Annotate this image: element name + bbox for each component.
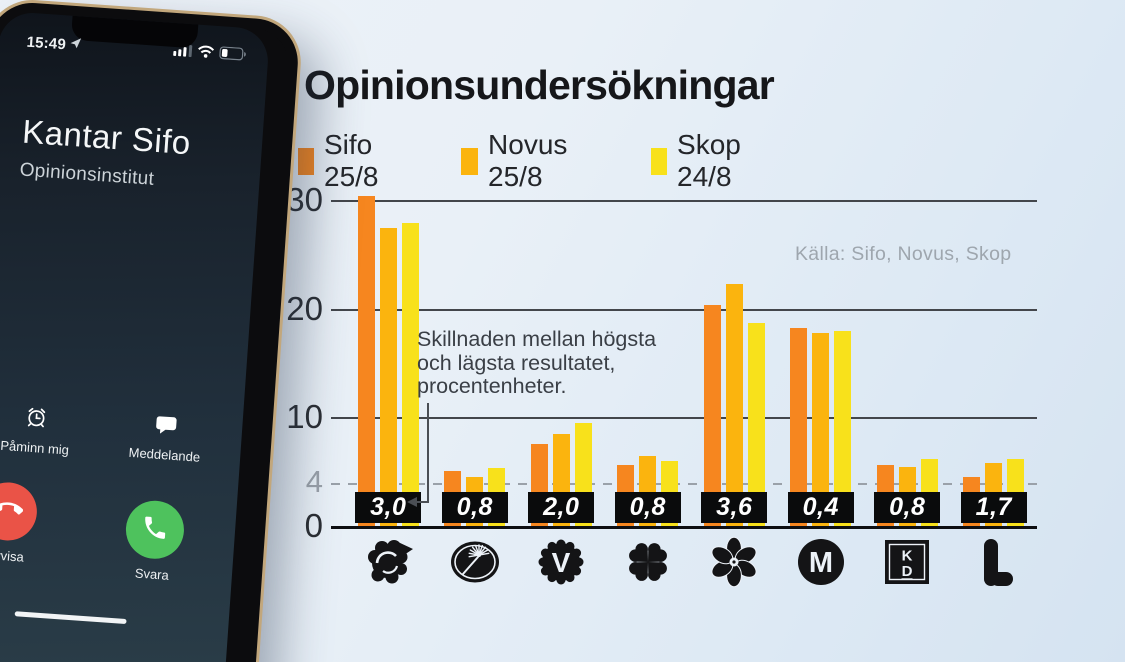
status-bar: 15:49 bbox=[0, 31, 269, 68]
answer-call-button[interactable] bbox=[123, 498, 186, 561]
y-axis-label-30: 30 bbox=[286, 181, 323, 218]
diff-badge-kd: 0,8 bbox=[874, 492, 941, 523]
legend-label: Sifo 25/8 bbox=[324, 129, 379, 192]
bar-s-skop bbox=[401, 222, 419, 527]
bar-sd-sifo bbox=[703, 305, 721, 527]
y-axis-label-0: 0 bbox=[304, 507, 323, 544]
phone: 15:49 Kantar Sifo Opinionsinstitut bbox=[0, 0, 301, 662]
wifi-icon bbox=[197, 45, 215, 64]
legend-swatch bbox=[461, 147, 479, 175]
v-flower-party-icon: V bbox=[535, 536, 587, 588]
legend-label: Skop 24/8 bbox=[677, 129, 741, 192]
alarm-clock-icon bbox=[25, 406, 49, 434]
diff-badge-l: 1,7 bbox=[960, 492, 1027, 523]
decline-call-button[interactable] bbox=[0, 480, 39, 543]
bar-sd-skop bbox=[747, 322, 765, 527]
annotation-arrow-line bbox=[416, 501, 429, 503]
annotation-line: och lägsta resultatet, bbox=[417, 350, 616, 375]
remind-me-button[interactable]: Påminn mig bbox=[0, 404, 72, 458]
diff-badge-s: 3,0 bbox=[355, 492, 422, 523]
message-button[interactable]: Meddelande bbox=[128, 413, 203, 467]
bar-group-sd bbox=[703, 283, 765, 527]
caller-subtitle: Opinionsinstitut bbox=[18, 159, 155, 190]
y-axis-label-20: 20 bbox=[286, 289, 323, 327]
speech-bubble-icon bbox=[154, 415, 178, 441]
svg-text:D: D bbox=[902, 563, 913, 580]
diff-badge-c: 0,8 bbox=[614, 492, 681, 523]
bar-sd-novus bbox=[725, 283, 743, 527]
svg-text:K: K bbox=[902, 548, 913, 565]
svg-text:V: V bbox=[552, 547, 571, 578]
bar-s-sifo bbox=[357, 195, 375, 527]
gridline-10 bbox=[331, 417, 1037, 420]
gridline-20 bbox=[331, 308, 1037, 311]
bar-m-sifo bbox=[790, 328, 808, 527]
annotation-line: procentenheter. bbox=[417, 374, 567, 399]
svg-text:M: M bbox=[809, 547, 833, 579]
dandelion-party-icon bbox=[449, 536, 501, 588]
annotation-arrow-line bbox=[427, 403, 429, 503]
diff-badge-mp: 0,8 bbox=[441, 492, 508, 523]
bar-chart-plot: 30 20 10 4 0 3,0 0,8 2,0 V 0,8 3,6 0,4 M 0,8 K D 1,7 bbox=[286, 181, 1037, 588]
diff-badge-sd: 3,6 bbox=[701, 492, 768, 523]
cellular-signal-icon bbox=[173, 43, 193, 62]
message-label: Meddelande bbox=[128, 444, 201, 465]
phone-hang-up-icon bbox=[0, 493, 24, 530]
bar-group-s bbox=[357, 195, 419, 527]
y-axis-label-10: 10 bbox=[286, 398, 323, 436]
bar-s-novus bbox=[379, 228, 397, 527]
annotation-arrowhead-icon bbox=[407, 497, 417, 507]
phone-screen: 15:49 Kantar Sifo Opinionsinstitut bbox=[0, 10, 271, 662]
legend-item-sifo: Sifo 25/8 bbox=[298, 129, 390, 193]
home-indicator[interactable] bbox=[14, 611, 127, 624]
legend-item-skop: Skop 24/8 bbox=[651, 129, 752, 193]
legend-item-novus: Novus 25/8 bbox=[461, 129, 577, 193]
clock: 15:49 bbox=[26, 33, 67, 53]
clover-party-icon bbox=[622, 536, 674, 588]
bar-m-skop bbox=[834, 331, 852, 527]
caller-name: Kantar Sifo bbox=[21, 112, 193, 162]
diff-badge-v: 2,0 bbox=[528, 492, 595, 523]
source-text: Källa: Sifo, Novus, Skop bbox=[795, 243, 1012, 265]
bar-m-novus bbox=[812, 332, 830, 527]
rose-party-icon bbox=[362, 536, 414, 588]
x-axis-line bbox=[331, 526, 1037, 529]
battery-icon bbox=[219, 46, 247, 66]
legend-swatch bbox=[298, 147, 314, 175]
legend-label: Novus 25/8 bbox=[488, 129, 568, 192]
legend-swatch bbox=[651, 147, 668, 175]
l-letter-party-icon bbox=[968, 536, 1020, 588]
location-arrow-icon bbox=[69, 36, 82, 55]
chart-title: Opinionsundersökningar bbox=[304, 62, 775, 108]
bar-group-m bbox=[790, 328, 852, 527]
annotation-text: Skillnaden mellan högsta och lägsta resu… bbox=[417, 327, 657, 399]
y-axis-label-4: 4 bbox=[305, 463, 323, 499]
answer-call-label: Svara bbox=[134, 565, 170, 583]
decline-call-label: Avvisa bbox=[0, 547, 25, 565]
remind-me-label: Påminn mig bbox=[0, 437, 70, 458]
caller-info: Kantar Sifo Opinionsinstitut bbox=[19, 113, 192, 194]
annotation-line: Skillnaden mellan högsta bbox=[417, 327, 657, 351]
phone-answer-icon bbox=[140, 512, 170, 547]
gridline-30 bbox=[331, 200, 1037, 202]
diff-badge-m: 0,4 bbox=[787, 492, 854, 523]
anemone-party-icon bbox=[708, 536, 760, 588]
gridline-4 bbox=[331, 482, 1037, 485]
m-circle-party-icon: M bbox=[795, 536, 847, 588]
